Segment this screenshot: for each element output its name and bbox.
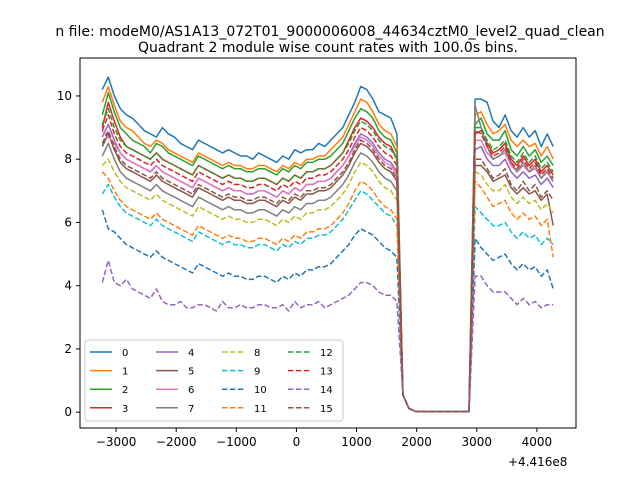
x-tick-label: −2000 [156,435,197,449]
legend-label-12: 12 [320,348,333,359]
x-tick-label: −3000 [96,435,137,449]
legend-label-8: 8 [254,348,260,359]
legend-label-14: 14 [320,385,333,396]
series-line-8 [101,158,554,413]
x-tick-label: 1000 [341,435,372,449]
y-tick-label: 10 [57,89,72,103]
legend-label-5: 5 [188,367,194,378]
legend-label-11: 11 [254,404,267,415]
series-line-14 [101,259,554,413]
figure-suptitle: n file: modeM0/AS1A13_072T01_9000006008_… [55,24,604,40]
y-tick-label: 0 [64,405,72,419]
series-line-1 [101,85,554,413]
legend-label-13: 13 [320,367,333,378]
chart-title: Quadrant 2 module wise count rates with … [138,40,518,56]
x-axis: −3000 −2000 −1000 0 1000 2000 3000 4000 [96,428,552,449]
y-tick-label: 6 [64,215,72,229]
series-line-10 [101,209,554,413]
legend-label-4: 4 [188,348,194,359]
y-axis: 0 2 4 6 8 10 [57,89,80,419]
legend-label-2: 2 [122,385,128,396]
legend-label-3: 3 [122,404,128,415]
legend-label-15: 15 [320,404,333,415]
y-tick-label: 8 [64,152,72,166]
series-line-9 [101,183,554,413]
series-line-0 [101,76,554,413]
series-line-6 [101,130,554,413]
x-tick-label: 3000 [462,435,493,449]
series-line-11 [101,171,554,413]
y-tick-label: 4 [64,279,72,293]
legend-label-6: 6 [188,385,194,396]
series-line-12 [101,107,554,413]
x-tick-label: 0 [293,435,301,449]
series-line-15 [101,129,554,413]
series-layer [101,76,554,413]
axes-frame [79,57,577,429]
legend-label-7: 7 [188,404,194,415]
y-tick-label: 2 [64,342,72,356]
series-line-2 [101,92,554,413]
x-tick-label: −1000 [216,435,257,449]
legend-label-10: 10 [254,385,267,396]
x-offset-label: +4.416e8 [508,455,567,469]
legend-box [84,339,344,422]
x-tick-label: 2000 [401,435,432,449]
series-line-7 [101,104,554,413]
legend-label-0: 0 [122,348,128,359]
series-line-5 [101,133,554,413]
series-line-13 [101,114,554,413]
x-tick-label: 4000 [522,435,553,449]
legend-label-1: 1 [122,367,128,378]
legend-label-9: 9 [254,367,260,378]
